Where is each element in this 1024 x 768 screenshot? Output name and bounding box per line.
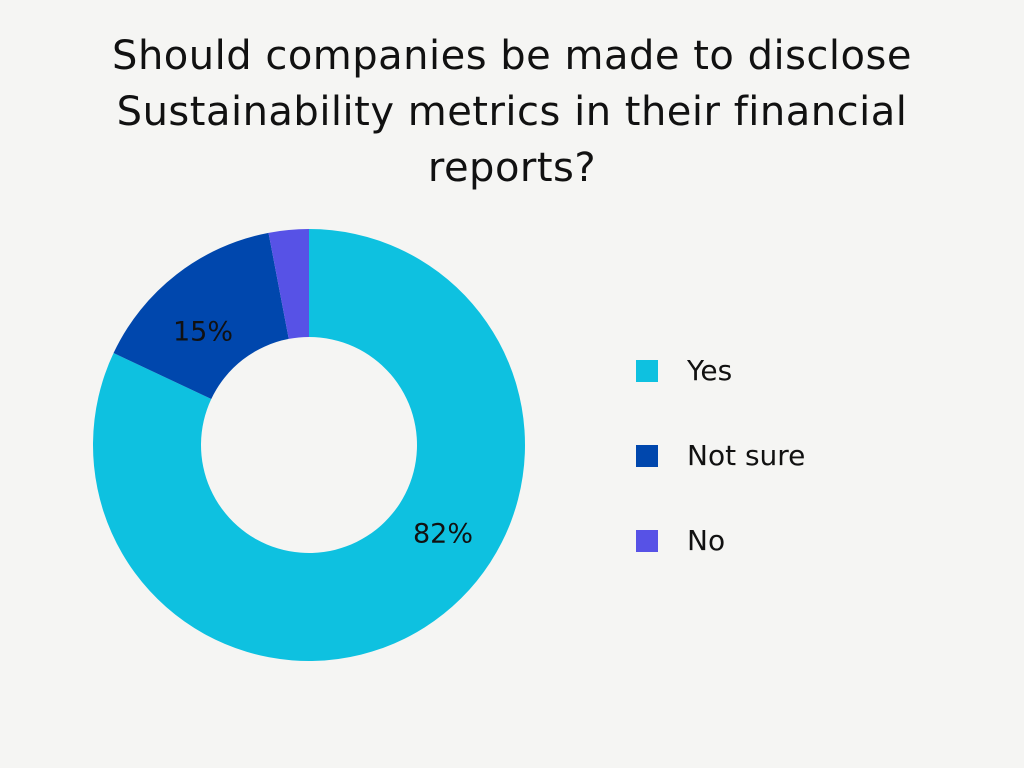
- chart-title: Should companies be made to disclose Sus…: [0, 28, 1024, 196]
- chart-title-line-2: Sustainability metrics in their financia…: [116, 89, 908, 135]
- legend-swatch-no: [636, 530, 658, 552]
- donut-slice-yes: [92, 229, 525, 661]
- legend: Yes Not sure No: [636, 350, 805, 605]
- legend-item-no: No: [636, 520, 805, 562]
- legend-swatch-yes: [636, 360, 658, 382]
- legend-label-no: No: [687, 524, 726, 557]
- legend-swatch-not-sure: [636, 445, 658, 467]
- legend-item-yes: Yes: [636, 350, 805, 392]
- legend-label-yes: Yes: [687, 354, 733, 387]
- legend-item-not-sure: Not sure: [636, 435, 805, 477]
- donut-slice-not-sure: [113, 232, 289, 400]
- chart-title-line-3: reports?: [427, 145, 597, 191]
- data-label-yes: 82%: [413, 519, 473, 550]
- donut-slice-no: [268, 229, 309, 339]
- data-label-not-sure: 15%: [173, 317, 233, 348]
- legend-label-not-sure: Not sure: [687, 439, 806, 472]
- chart-title-line-1: Should companies be made to disclose: [112, 33, 912, 79]
